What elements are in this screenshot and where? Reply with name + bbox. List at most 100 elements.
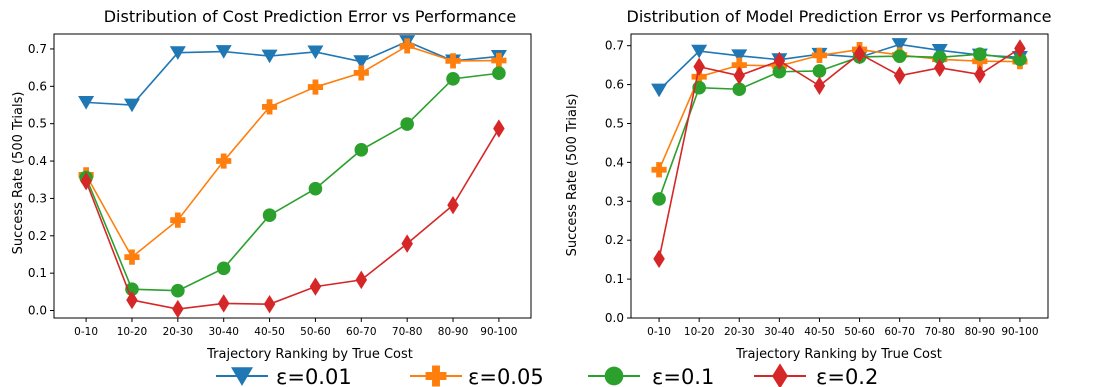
x-tick-label: 90-100 (1001, 326, 1038, 338)
data-point (263, 294, 276, 314)
x-tick-label: 90-100 (480, 326, 517, 338)
plot-frame (53, 33, 532, 319)
x-tick-label: 80-90 (965, 326, 996, 338)
data-point (933, 58, 946, 78)
data-point (732, 82, 747, 97)
data-point (216, 153, 232, 169)
data-point (811, 47, 828, 63)
x-tick-label: 70-80 (392, 326, 423, 338)
y-tick-label: 0.1 (28, 266, 47, 280)
data-point (651, 162, 667, 178)
x-tick-label: 10-20 (684, 326, 715, 338)
data-point (972, 53, 988, 69)
data-point (353, 65, 369, 81)
x-tick-label: 40-50 (804, 326, 835, 338)
y-tick-label: 0.7 (605, 39, 624, 53)
x-tick-label: 70-80 (924, 326, 955, 338)
data-point (78, 95, 95, 110)
data-point (652, 192, 666, 206)
legend-marker (772, 363, 788, 387)
data-point (307, 45, 324, 60)
data-point (217, 294, 230, 313)
data-point (401, 234, 413, 253)
data-point (893, 66, 906, 85)
series-line (86, 40, 499, 106)
data-point (691, 44, 708, 59)
y-axis-label: Success Rate (500 Trials) (565, 94, 580, 257)
legend-marker (604, 366, 624, 386)
series-line (85, 45, 499, 259)
data-point (308, 181, 323, 196)
y-tick-label: 0.4 (28, 154, 47, 168)
y-axis-label: Success Rate (500 Trials) (11, 92, 26, 255)
chart-title: Distribution of Model Prediction Error v… (627, 7, 1052, 26)
series-line (658, 53, 1021, 200)
legend-marker (231, 367, 253, 386)
data-point (171, 283, 185, 298)
x-tick-label: 20-30 (724, 326, 755, 338)
data-point (773, 51, 786, 71)
legend-label: ε=0.1 (652, 365, 714, 387)
data-point (309, 277, 322, 296)
data-point (1013, 52, 1027, 67)
data-point (446, 72, 460, 86)
series-line (85, 128, 500, 310)
x-axis-label: Trajectory Ranking by True Cost (206, 347, 413, 362)
data-point (853, 44, 866, 64)
x-tick-label: 30-40 (764, 326, 795, 338)
x-tick-label: 0-10 (74, 326, 98, 338)
data-point (445, 53, 461, 69)
x-tick-label: 60-70 (884, 326, 915, 338)
data-point (812, 64, 827, 78)
y-tick-label: 0.0 (28, 304, 47, 318)
cost-error-chart: Distribution of Cost Prediction Error vs… (11, 7, 532, 362)
series-line (658, 43, 1020, 91)
y-tick-label: 0.1 (605, 272, 624, 286)
data-point (891, 38, 908, 52)
x-tick-label: 20-30 (163, 326, 194, 338)
data-point (261, 99, 278, 115)
data-point (731, 49, 748, 63)
data-point (400, 117, 414, 131)
series-line (85, 72, 499, 292)
data-point (307, 79, 324, 95)
data-point (354, 143, 369, 157)
data-point (492, 66, 506, 81)
model-error-chart: Distribution of Model Prediction Error v… (565, 7, 1052, 362)
data-point (215, 45, 232, 59)
data-point (892, 49, 907, 63)
x-tick-label: 0-10 (647, 326, 671, 338)
data-point (447, 195, 459, 215)
legend-label: ε=0.01 (276, 365, 352, 387)
y-tick-label: 0.5 (28, 117, 47, 131)
data-point (399, 38, 415, 54)
y-tick-label: 0.2 (28, 229, 47, 243)
chart-title: Distribution of Cost Prediction Error vs… (104, 7, 517, 26)
data-point (355, 270, 368, 290)
y-tick-label: 0.6 (28, 79, 47, 93)
data-point (123, 98, 140, 113)
data-point (169, 46, 186, 60)
data-point (353, 55, 370, 69)
data-point (813, 76, 826, 95)
y-tick-label: 0.7 (28, 42, 47, 56)
data-point (693, 57, 705, 76)
data-point (172, 299, 184, 319)
y-tick-label: 0.5 (605, 116, 624, 130)
data-point (493, 119, 505, 138)
data-point (974, 65, 986, 84)
legend: ε=0.01 ε=0.05 ε=0.1 ε=0.2 (216, 363, 878, 387)
series-line (658, 47, 1021, 260)
data-point (772, 64, 787, 79)
y-tick-label: 0.3 (605, 194, 624, 208)
data-point (651, 83, 668, 98)
series-line (658, 48, 1020, 171)
data-point (216, 261, 231, 276)
y-tick-label: 0.4 (605, 155, 624, 169)
legend-label: ε=0.05 (468, 365, 544, 387)
data-point (1014, 39, 1026, 58)
data-point (653, 249, 665, 269)
data-point (731, 57, 747, 73)
data-point (261, 49, 278, 64)
